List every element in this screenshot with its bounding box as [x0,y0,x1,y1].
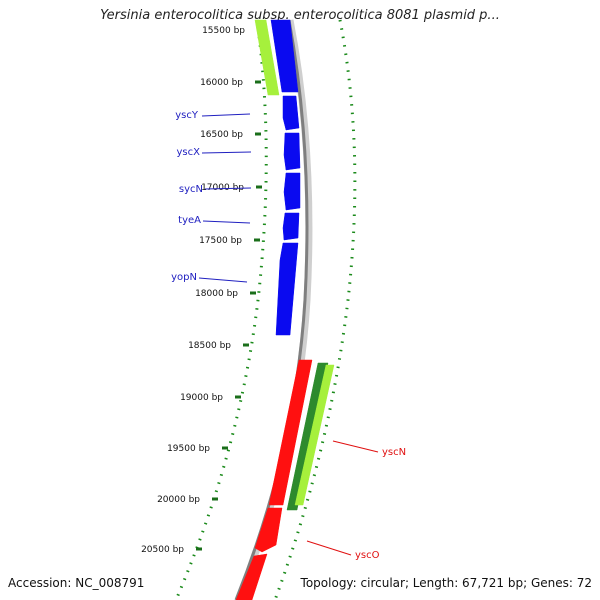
lime-gene-block [254,19,280,96]
label-leader-line [201,113,251,117]
tick-label: 18000 bp [195,289,238,299]
red-gene-yscN [268,359,313,506]
gc-ring-outer [273,19,357,600]
red-gene-block [235,553,268,600]
gene-label-yopN[interactable]: yopN [171,272,197,283]
blue-gene-sycN [283,172,301,211]
gene-label-sycN[interactable]: sycN [179,184,203,195]
tick-label: 19500 bp [167,444,210,454]
tick-label: 18500 bp [188,341,231,351]
tick-label: 20500 bp [141,545,184,555]
topology-label: Topology: circular; Length: 67,721 bp; G… [300,576,592,590]
label-leader-line [201,151,252,154]
tick-label: 15500 bp [202,26,245,36]
tick-label: 19000 bp [180,393,223,403]
red-gene-yscO [254,507,283,553]
gene-label-yscO[interactable]: yscO [355,550,380,561]
blue-gene-block [270,19,299,93]
blue-gene-yscY [282,95,300,131]
label-leader-line [202,220,251,224]
gene-label-tyeA[interactable]: tyeA [178,215,201,226]
gene-labels: yscY yscX sycN tyeA yopN yscN yscO [171,110,406,561]
gene-label-yscN[interactable]: yscN [382,447,406,458]
gene-label-yscX[interactable]: yscX [177,147,201,158]
tick-label: 16500 bp [200,130,243,140]
label-leader-line [198,277,248,283]
tick-label: 20000 bp [157,495,200,505]
blue-gene-yscX [283,132,301,171]
blue-gene-tyeA [282,212,300,241]
gene-features [235,19,335,600]
tick-label: 17000 bp [201,183,244,193]
tick-label: 17500 bp [199,236,242,246]
scale-ticks: 15500 bp 16000 bp 16500 bp 17000 bp 17500 bp… [141,26,263,555]
accession-label: Accession: NC_008791 [8,576,145,590]
label-leader-line [204,187,252,190]
gene-label-yscY[interactable]: yscY [175,110,199,121]
blue-gene-yopN [275,242,299,336]
label-leader-line [332,440,379,453]
label-leader-line [306,540,352,556]
tick-label: 16000 bp [200,78,243,88]
lime-gene-block [294,364,335,506]
gc-ring-inner [174,19,268,600]
dark-green-gene-block [286,362,329,511]
map-title: Yersinia enterocolitica subsp. enterocol… [100,8,500,23]
